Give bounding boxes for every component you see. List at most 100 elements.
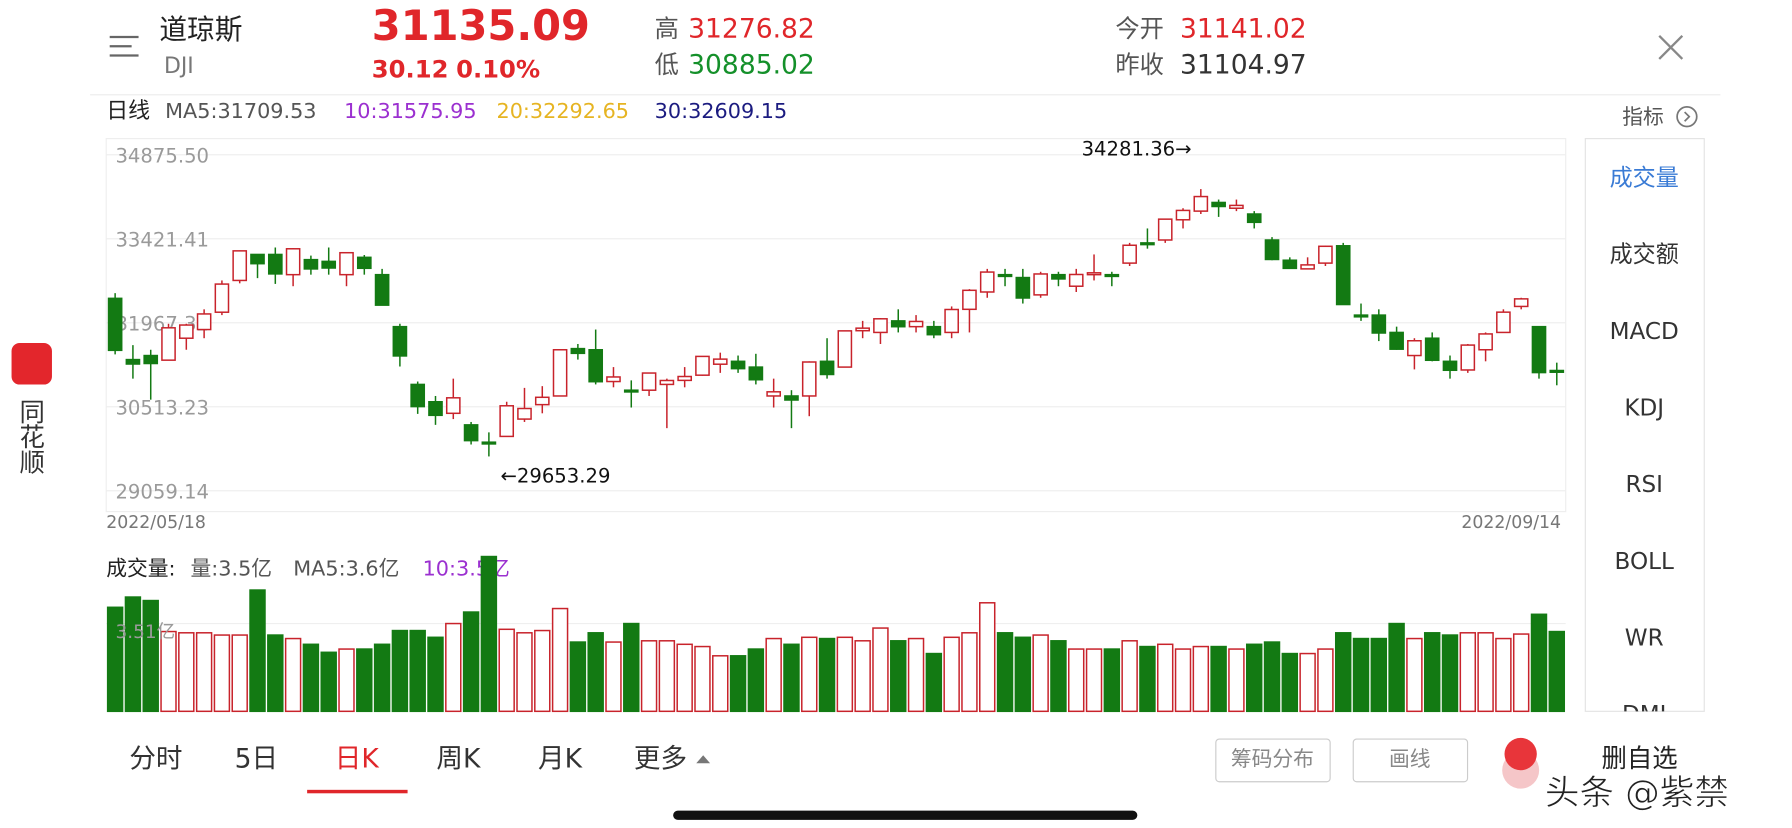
candle-body	[1478, 333, 1493, 351]
indicator-item[interactable]: 成交额	[1610, 242, 1679, 268]
volume-bar	[1299, 652, 1316, 713]
y-tick-label: 3.51亿	[115, 622, 175, 643]
volume-bar	[551, 607, 569, 713]
candle-body	[1371, 314, 1387, 334]
volume-bar	[516, 632, 533, 713]
volume-bar	[142, 599, 159, 713]
candle-body	[499, 405, 515, 438]
tab[interactable]: 分时	[129, 743, 182, 774]
candle-body	[1193, 195, 1209, 212]
candle-body	[1068, 273, 1084, 287]
candle-body	[695, 355, 710, 376]
remove-watchlist[interactable]: 删自选	[1602, 743, 1678, 773]
menu-icon[interactable]	[109, 35, 139, 57]
tab[interactable]: 更多	[634, 743, 687, 774]
indicator-item[interactable]: 成交量	[1610, 166, 1679, 192]
volume-bar	[569, 641, 587, 713]
candle-body	[712, 358, 728, 365]
candle-body	[588, 349, 604, 383]
indicator-item[interactable]: WR	[1625, 626, 1664, 652]
chip-button-label[interactable]: 筹码分布	[1231, 747, 1314, 771]
candle-body	[339, 251, 354, 276]
candle-body	[196, 313, 212, 331]
candle-body	[303, 258, 319, 270]
indicator-item[interactable]: RSI	[1625, 472, 1662, 498]
volume-bar	[1423, 632, 1441, 713]
indicator-icon[interactable]	[1676, 106, 1698, 128]
ma30-legend: 30:32609.15	[655, 99, 788, 123]
candle-body	[1513, 298, 1529, 308]
volume-bar	[1157, 643, 1174, 713]
candle-body	[1033, 273, 1048, 296]
draw-button[interactable]	[1352, 738, 1469, 783]
volume-bar	[996, 632, 1014, 713]
volume-bar	[1228, 648, 1245, 713]
close-button[interactable]	[1658, 35, 1684, 60]
indicator-item[interactable]: DMI	[1622, 702, 1666, 728]
candle-body	[962, 289, 977, 311]
high: 31276.82	[688, 14, 815, 45]
volume-ma5: MA5:3.6亿	[293, 556, 399, 580]
tab-bar: 分时 5日 日K 周K 月K 更多	[129, 743, 687, 774]
tab-underline	[307, 789, 408, 794]
candle-body	[1211, 201, 1226, 208]
volume-bar	[427, 636, 444, 713]
indicator-item[interactable]: MACD	[1610, 319, 1679, 345]
volume-bar	[783, 643, 800, 713]
x-tick-label: 2022/05/18	[106, 513, 206, 533]
candle-body	[873, 318, 888, 334]
prev-close-label: 昨收	[1115, 50, 1163, 79]
volume-bar	[409, 629, 426, 713]
volume-bar	[729, 655, 747, 713]
volume-bar	[1530, 613, 1548, 713]
draw-button-label[interactable]: 画线	[1389, 747, 1431, 771]
record-button[interactable]	[1504, 737, 1537, 771]
volume-bar	[391, 629, 409, 713]
candle-body	[570, 347, 586, 355]
volume-bar	[284, 637, 302, 713]
candle-body	[428, 401, 443, 417]
volume-bar	[747, 648, 765, 713]
volume-bar	[178, 632, 195, 713]
volume-bar	[1174, 648, 1192, 713]
watermark: 头条 @紫禁	[1545, 773, 1729, 813]
candle-body	[606, 376, 621, 383]
candle-body	[1549, 369, 1565, 373]
app-icon[interactable]	[11, 342, 52, 385]
chip-button[interactable]	[1215, 738, 1331, 783]
stock-name: 道琼斯	[159, 13, 242, 46]
volume-bar	[302, 643, 320, 713]
volume-bar	[195, 632, 213, 713]
volume-bar	[694, 645, 711, 713]
candle-body	[1104, 273, 1120, 278]
volume-bar	[765, 637, 782, 713]
volume-bar	[640, 640, 658, 713]
tab[interactable]: 日K	[335, 743, 380, 774]
y-tick-label: 29059.14	[115, 481, 209, 504]
volume-bar	[623, 622, 640, 713]
indicator-item[interactable]: BOLL	[1615, 549, 1674, 575]
volume-bar	[480, 555, 498, 713]
candle-body	[321, 260, 337, 269]
volume-bar	[1032, 634, 1049, 713]
candle-body	[1300, 264, 1315, 270]
candle-body	[410, 383, 426, 408]
tab[interactable]: 周K	[436, 743, 481, 774]
volume-bar	[712, 655, 729, 713]
y-tick-label: 34875.50	[115, 145, 209, 168]
candle-body	[837, 330, 853, 368]
tab[interactable]: 5日	[235, 743, 278, 774]
open-label: 今开	[1115, 14, 1163, 43]
candle-body	[1460, 344, 1476, 371]
home-indicator	[673, 810, 1138, 820]
candle-body	[1531, 325, 1547, 374]
tab[interactable]: 月K	[538, 743, 583, 774]
indicator-item[interactable]: KDJ	[1624, 396, 1664, 422]
indicator-title[interactable]: 指标	[1622, 105, 1664, 129]
candle-body	[1318, 245, 1333, 264]
volume-bar	[1085, 648, 1103, 713]
candle-body	[1424, 337, 1440, 362]
candle-body	[1051, 273, 1066, 280]
candle-body	[232, 250, 248, 282]
stock-code: DJI	[164, 54, 194, 79]
